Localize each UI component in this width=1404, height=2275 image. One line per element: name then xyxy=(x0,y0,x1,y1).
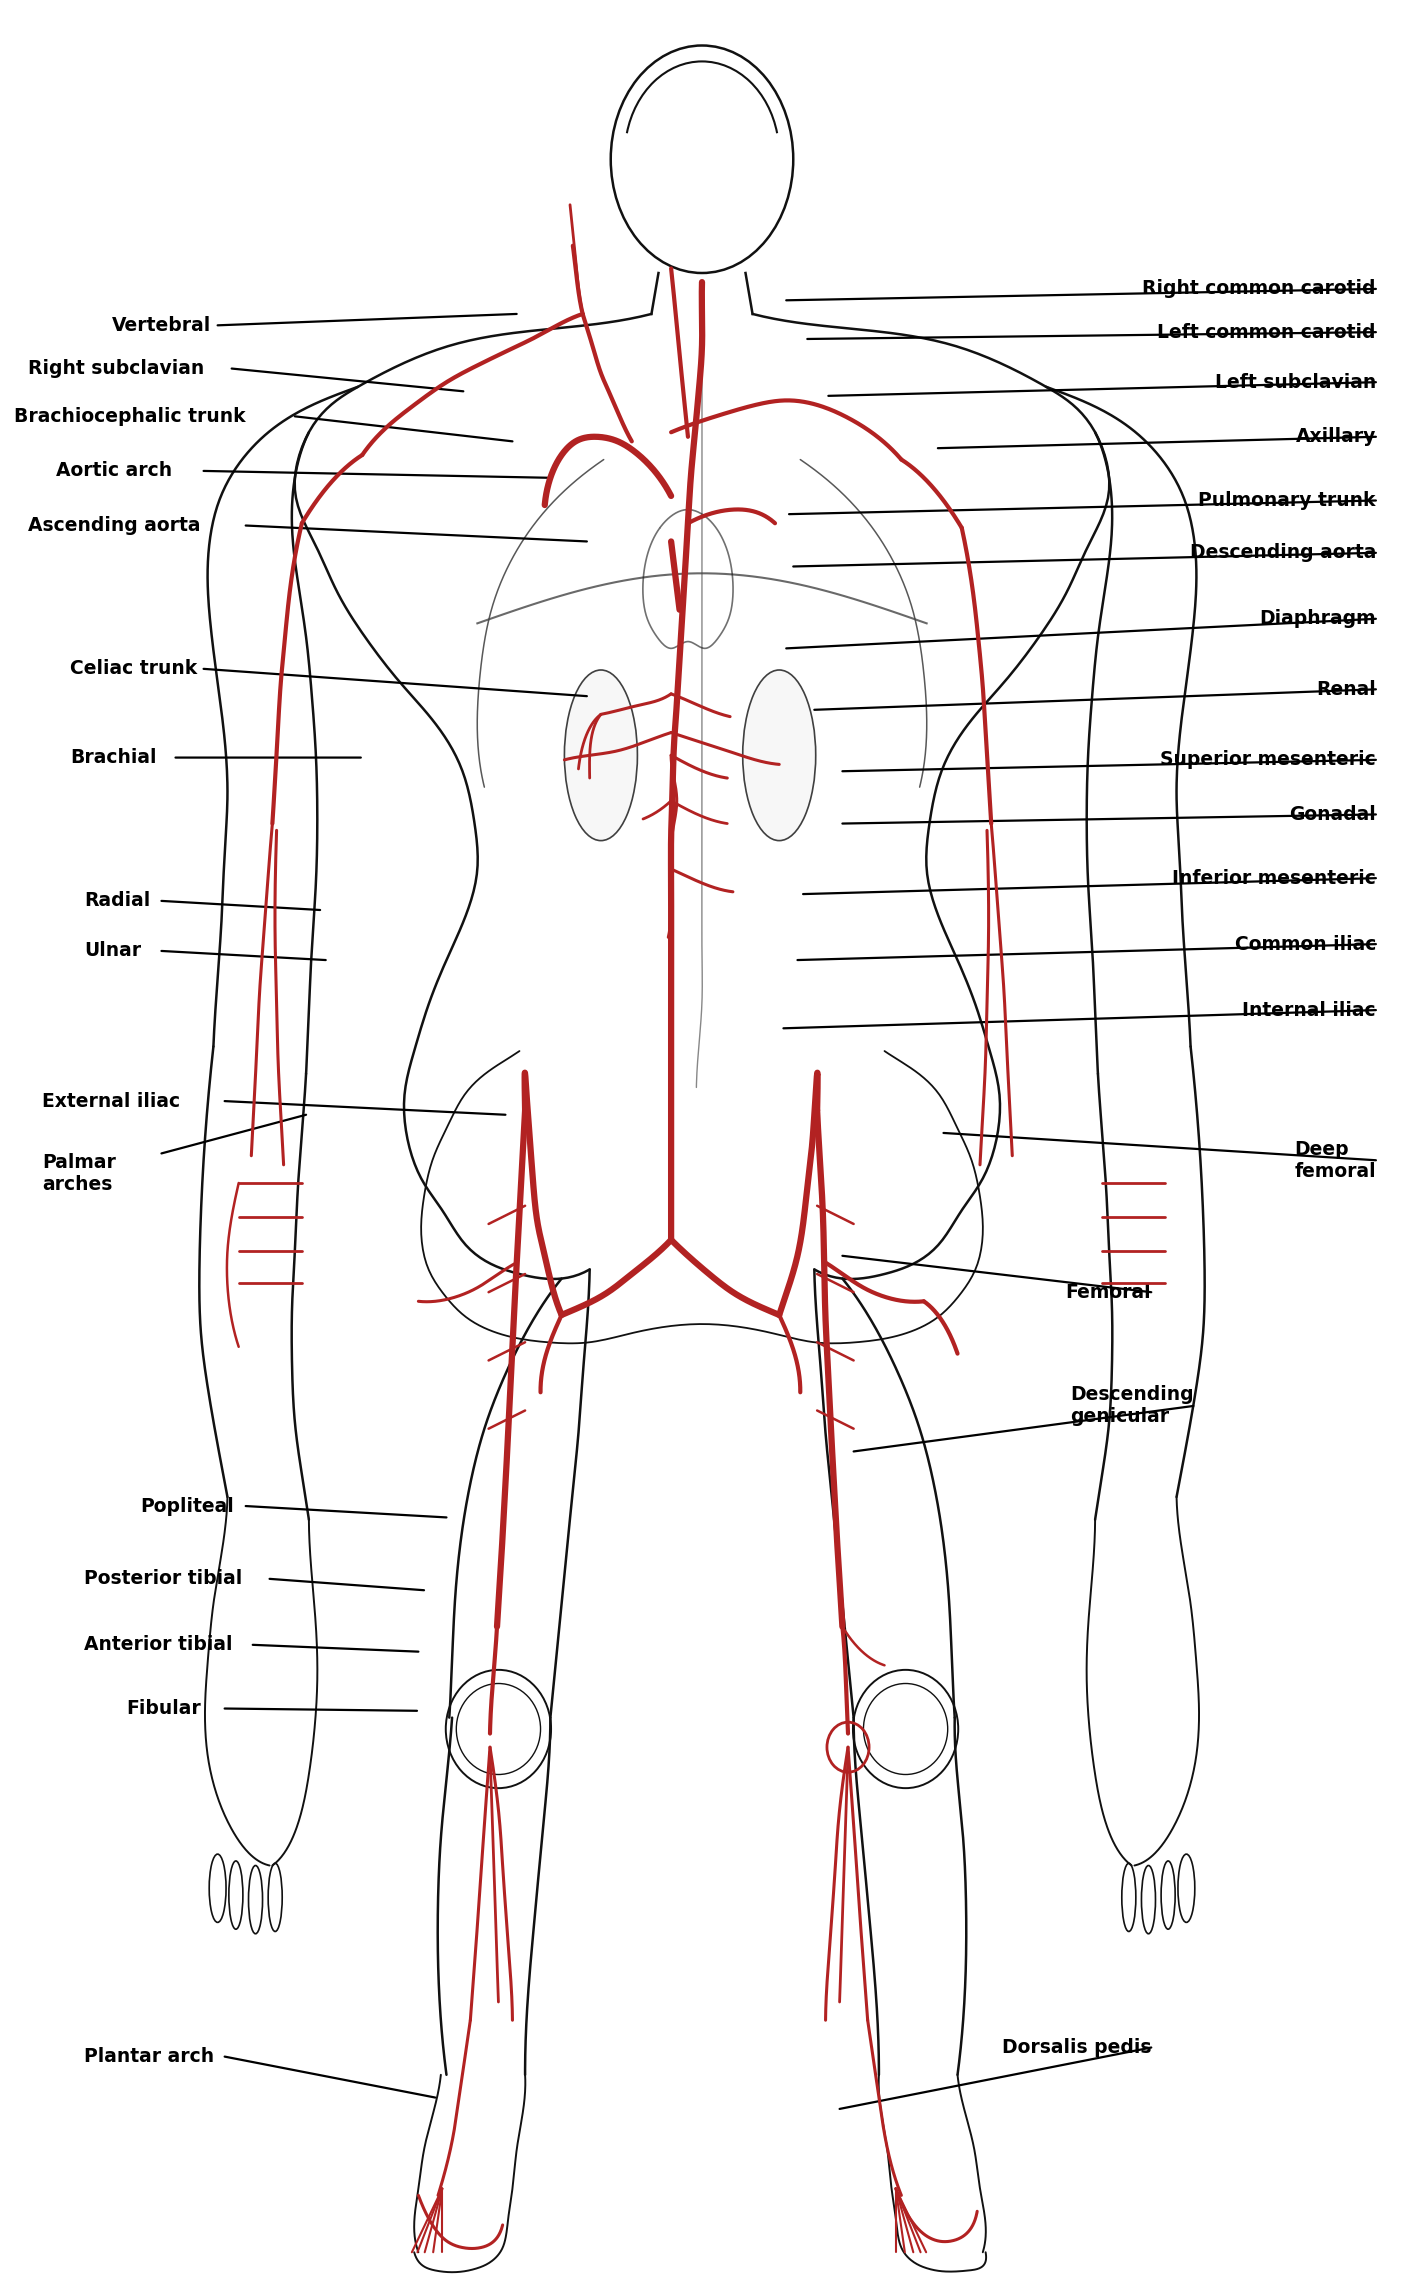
Text: Right subclavian: Right subclavian xyxy=(28,359,205,378)
Ellipse shape xyxy=(743,669,816,839)
Text: Left common carotid: Left common carotid xyxy=(1157,323,1376,341)
Text: Superior mesenteric: Superior mesenteric xyxy=(1160,751,1376,769)
Text: Brachiocephalic trunk: Brachiocephalic trunk xyxy=(14,407,246,425)
Text: Femoral: Femoral xyxy=(1066,1283,1151,1301)
Text: Fibular: Fibular xyxy=(126,1699,201,1718)
Text: Inferior mesenteric: Inferior mesenteric xyxy=(1172,869,1376,887)
Text: Right common carotid: Right common carotid xyxy=(1143,280,1376,298)
Text: Diaphragm: Diaphragm xyxy=(1259,610,1376,628)
Text: Posterior tibial: Posterior tibial xyxy=(84,1570,243,1588)
Text: Internal iliac: Internal iliac xyxy=(1243,1001,1376,1019)
Text: Ascending aorta: Ascending aorta xyxy=(28,516,201,535)
Text: Descending
genicular: Descending genicular xyxy=(1070,1385,1193,1426)
Text: Deep
femoral: Deep femoral xyxy=(1294,1140,1376,1181)
Text: Common iliac: Common iliac xyxy=(1234,935,1376,953)
Text: Dorsalis pedis: Dorsalis pedis xyxy=(1002,2038,1151,2057)
Text: Vertebral: Vertebral xyxy=(112,316,212,334)
Text: Left subclavian: Left subclavian xyxy=(1214,373,1376,391)
Text: Descending aorta: Descending aorta xyxy=(1189,544,1376,562)
Text: Renal: Renal xyxy=(1316,680,1376,698)
Text: Palmar
arches: Palmar arches xyxy=(42,1153,117,1194)
Text: Pulmonary trunk: Pulmonary trunk xyxy=(1199,491,1376,510)
Text: Gonadal: Gonadal xyxy=(1289,805,1376,824)
Text: Popliteal: Popliteal xyxy=(140,1497,234,1515)
Text: External iliac: External iliac xyxy=(42,1092,180,1110)
Text: Radial: Radial xyxy=(84,892,150,910)
Text: Aortic arch: Aortic arch xyxy=(56,462,173,480)
Text: Brachial: Brachial xyxy=(70,748,157,767)
Text: Plantar arch: Plantar arch xyxy=(84,2048,215,2066)
Ellipse shape xyxy=(564,669,637,839)
Text: Anterior tibial: Anterior tibial xyxy=(84,1636,233,1654)
Text: Celiac trunk: Celiac trunk xyxy=(70,660,198,678)
Text: Ulnar: Ulnar xyxy=(84,942,142,960)
Text: Axillary: Axillary xyxy=(1296,428,1376,446)
